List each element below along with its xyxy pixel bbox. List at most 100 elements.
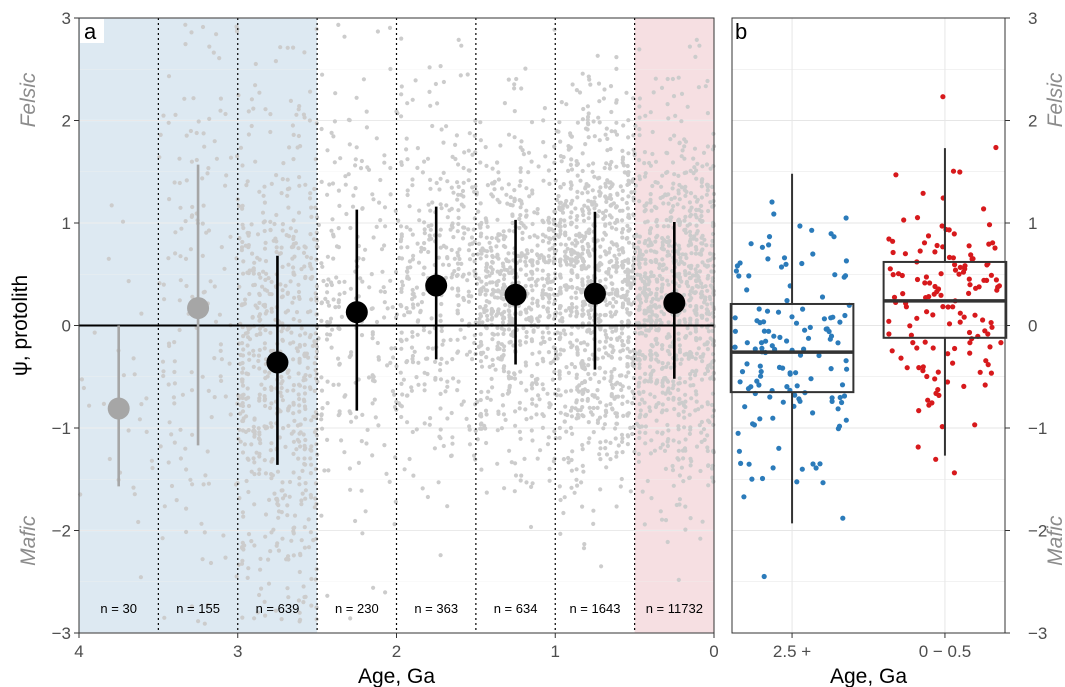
sample-point [285,556,290,561]
sample-point [557,370,562,375]
group-point [923,295,929,301]
bin-mean-point [425,274,448,297]
sample-point [619,476,624,482]
sample-point [637,304,642,309]
sample-point [274,212,279,218]
sample-point [309,462,314,467]
group-point [890,249,896,256]
sample-point [583,266,588,271]
bin-count-label: n = 30 [100,601,137,616]
sample-point [591,430,596,435]
sample-point [598,185,603,190]
sample-point [506,327,512,332]
sample-point [415,165,420,170]
sample-point [540,268,545,273]
sample-point [586,122,591,127]
sample-point [598,440,603,445]
sample-point [699,430,704,435]
sample-point [254,332,259,338]
sample-point [245,270,250,275]
sample-point [456,266,461,272]
sample-point [319,179,324,184]
sample-point [294,310,300,315]
sample-point [280,480,285,485]
sample-point [574,477,579,482]
sample-point [644,298,649,304]
sample-point [574,305,579,310]
group-point [749,476,755,482]
sample-point [189,159,194,164]
sample-point [252,472,257,477]
sample-point [535,259,540,265]
sample-point [670,160,676,165]
sample-point [709,402,715,408]
sample-point [609,392,614,397]
sample-point [456,162,461,167]
sample-point [552,456,557,461]
sample-point [313,496,318,501]
sample-point [421,328,426,333]
sample-point [262,458,267,463]
sample-point [660,361,665,366]
group-point [780,399,786,405]
sample-point [274,249,279,255]
sample-point [208,560,214,566]
sample-point [417,218,422,223]
sample-point [625,354,630,359]
sample-point [458,327,463,332]
sample-point [689,396,694,401]
sample-point [626,301,631,306]
sample-point [703,295,708,300]
y-tick-label: −3 [52,624,71,643]
group-point [950,255,957,261]
sample-point [614,164,619,169]
sample-point [642,400,647,405]
sample-point [519,380,524,385]
sample-point [691,236,696,241]
bin-6 [583,211,606,370]
sample-point [413,78,418,83]
sample-point [285,503,290,508]
sample-point [665,102,670,107]
sample-point [597,120,602,125]
sample-point [250,314,255,320]
sample-point [501,297,506,302]
sample-point [502,364,507,369]
sample-point [614,266,619,271]
sample-point [172,401,177,406]
sample-point [136,519,141,525]
sample-point [532,210,537,215]
sample-point [529,120,535,125]
sample-point [558,263,563,268]
sample-point [563,389,569,394]
sample-point [359,439,364,444]
sample-point [405,276,410,281]
sample-point [325,319,330,325]
sample-point [411,253,416,258]
sample-point [518,166,523,171]
sample-point [473,320,478,325]
sample-point [626,135,631,140]
sample-point [485,224,490,229]
sample-point [131,485,136,490]
sample-point [689,459,694,464]
sample-point [288,341,293,346]
sample-point [490,357,495,362]
sample-point [607,185,613,191]
sample-point [240,409,246,414]
sample-point [569,468,575,473]
sample-point [531,329,536,334]
sample-point [294,447,299,452]
sample-point [705,288,710,293]
sample-point [660,430,665,435]
sample-point [693,290,698,295]
sample-point [278,390,283,395]
sample-point [683,527,688,532]
sample-point [570,431,575,436]
sample-point [415,332,420,337]
sample-point [461,297,467,303]
sample-point [560,316,565,321]
sample-point [410,97,415,102]
sample-point [371,197,376,202]
sample-point [525,251,530,256]
